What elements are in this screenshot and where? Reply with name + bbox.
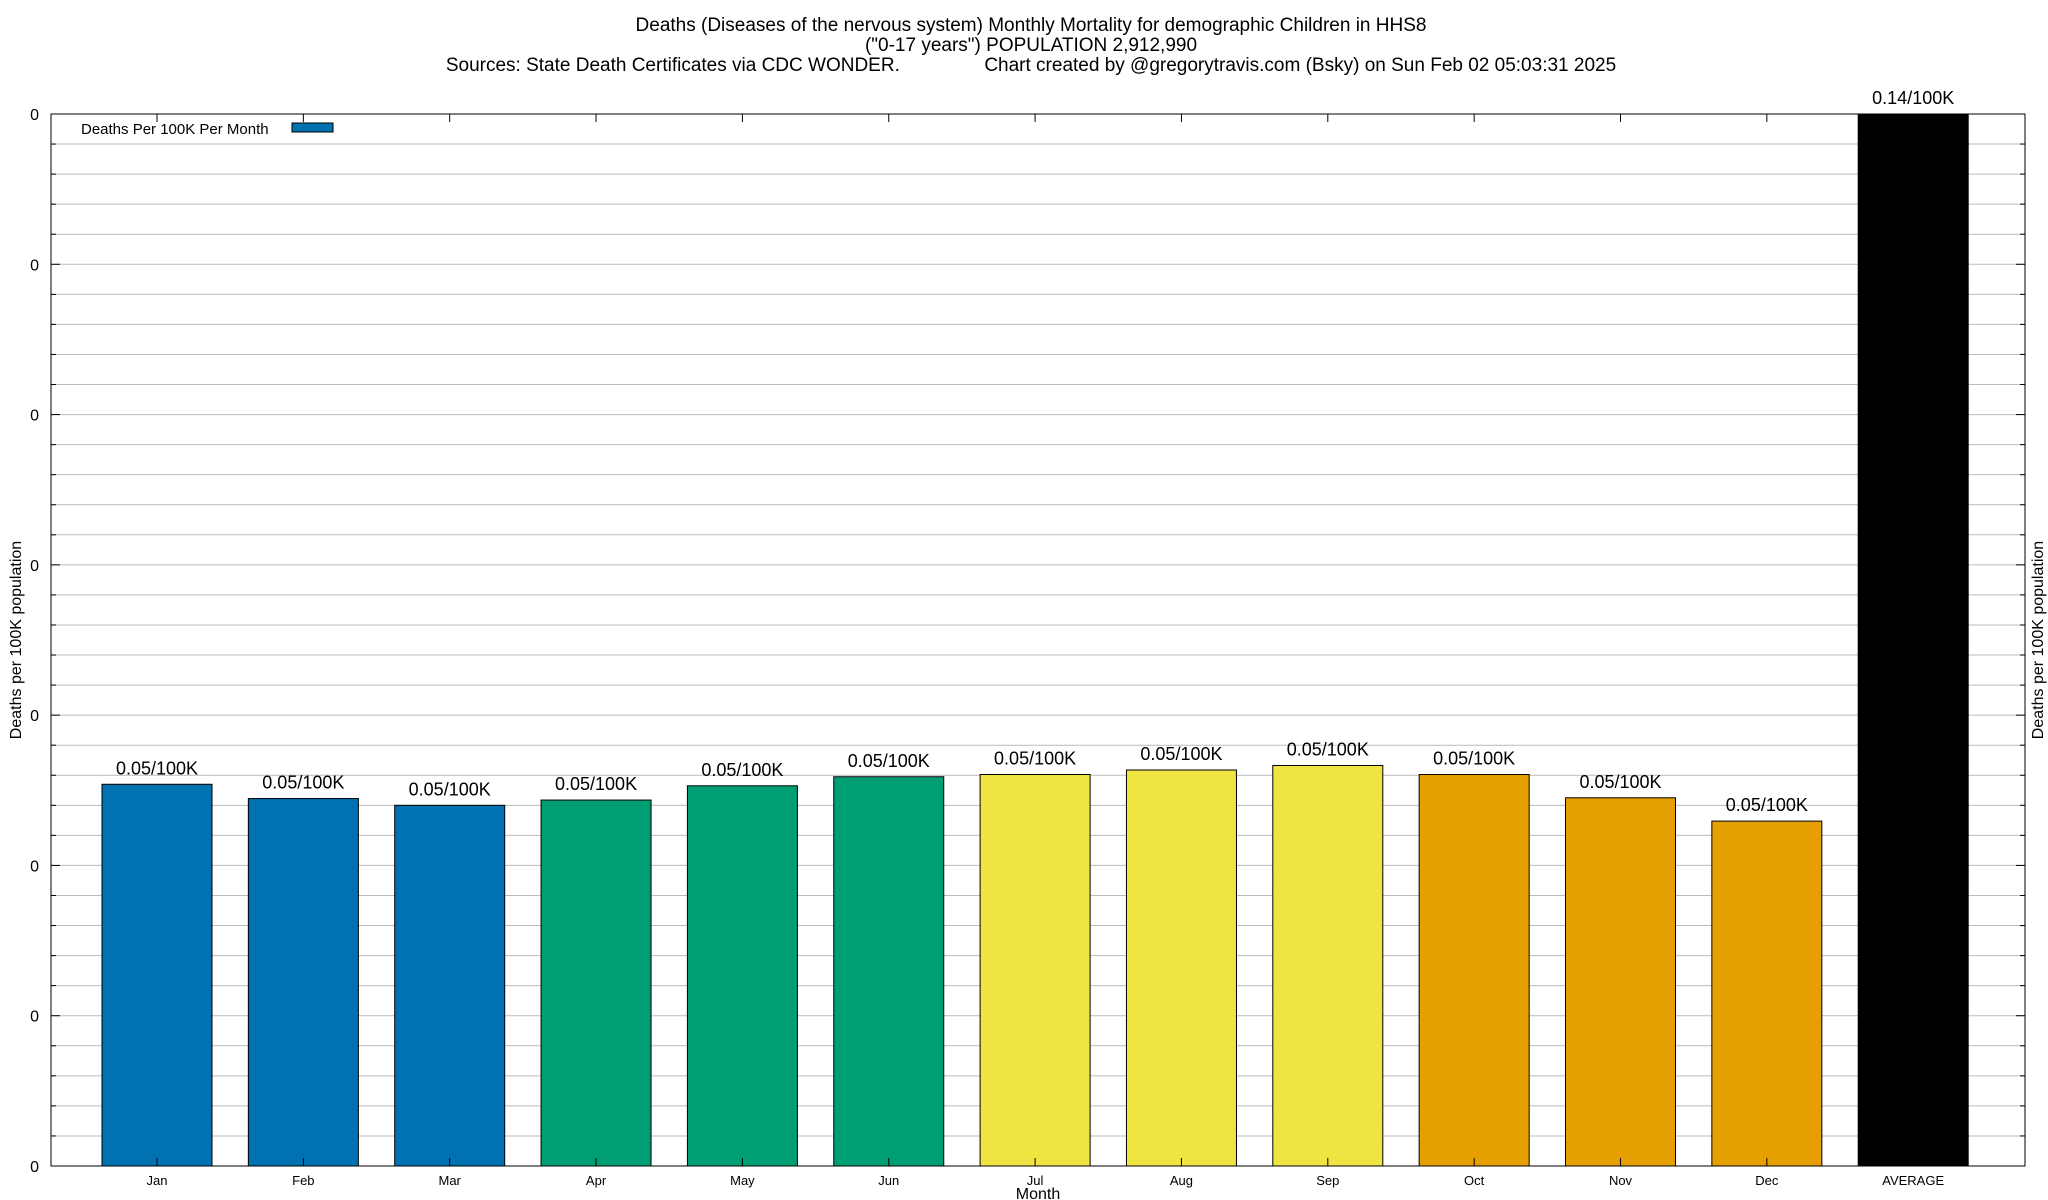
y-tick-label: 0 bbox=[30, 1009, 39, 1026]
x-tick-label-mar: Mar bbox=[439, 1173, 462, 1188]
data-labels: 0.05/100K 0.05/100K 0.05/100K 0.05/100K 0.05… bbox=[116, 88, 1954, 815]
title-line-3: Sources: State Death Certificates via CD… bbox=[446, 55, 1616, 76]
bar-nov bbox=[1565, 797, 1676, 1167]
bar-may bbox=[686, 785, 798, 1167]
y-tick-label: 0 bbox=[30, 408, 39, 425]
y-axis-label: Deaths per 100K population bbox=[8, 541, 25, 739]
x-tick-label-dec: Dec bbox=[1755, 1173, 1779, 1188]
x-tick-label-feb: Feb bbox=[292, 1173, 314, 1188]
bar-jun bbox=[833, 776, 945, 1167]
bar-feb bbox=[247, 798, 359, 1167]
x-tick-label-oct: Oct bbox=[1464, 1173, 1485, 1188]
data-label-nov: 0.05/100K bbox=[1579, 772, 1661, 792]
legend: Deaths Per 100K Per Month bbox=[81, 121, 334, 138]
title-line-2: ("0-17 years") POPULATION 2,912,990 bbox=[865, 35, 1197, 56]
x-tick-label-nov: Nov bbox=[1609, 1173, 1633, 1188]
y-tick-label: 0 bbox=[30, 858, 39, 875]
data-label-jul: 0.05/100K bbox=[994, 749, 1076, 769]
y-tick-label: 0 bbox=[30, 558, 39, 575]
x-tick-label-jul: Jul bbox=[1027, 1173, 1044, 1188]
bar-jan bbox=[101, 783, 213, 1167]
y-tick-label: 0 bbox=[30, 107, 39, 124]
bar-average bbox=[1857, 113, 1969, 1167]
legend-label: Deaths Per 100K Per Month bbox=[81, 121, 269, 138]
data-label-sep: 0.05/100K bbox=[1287, 739, 1369, 759]
y-tick-label: 0 bbox=[30, 257, 39, 274]
data-label-may: 0.05/100K bbox=[701, 760, 783, 780]
data-label-feb: 0.05/100K bbox=[262, 773, 344, 793]
data-label-mar: 0.05/100K bbox=[409, 779, 491, 799]
bar-aug bbox=[1125, 769, 1237, 1167]
x-tick-label-apr: Apr bbox=[586, 1173, 607, 1188]
data-label-jun: 0.05/100K bbox=[848, 751, 930, 771]
data-label-jan: 0.05/100K bbox=[116, 758, 198, 778]
x-axis-ticks: Jan Feb Mar Apr May Jun Jul Aug Sep Oct Nov Dec AVER… bbox=[147, 114, 1944, 1188]
data-label-apr: 0.05/100K bbox=[555, 774, 637, 794]
bar-dec bbox=[1711, 820, 1823, 1167]
bar-sep bbox=[1272, 764, 1384, 1167]
y-tick-label: 0 bbox=[30, 708, 39, 725]
title-line-1: Deaths (Diseases of the nervous system) … bbox=[636, 15, 1427, 36]
bar-apr bbox=[540, 799, 652, 1167]
bar-oct bbox=[1418, 774, 1530, 1167]
x-tick-label-jan: Jan bbox=[147, 1173, 168, 1188]
y-tick-label: 0 bbox=[30, 1159, 39, 1176]
bars bbox=[101, 113, 1969, 1167]
x-tick-label-aug: Aug bbox=[1170, 1173, 1193, 1188]
x-tick-label-jun: Jun bbox=[878, 1173, 899, 1188]
data-label-dec: 0.05/100K bbox=[1726, 795, 1808, 815]
y-axis-label-right: Deaths per 100K population bbox=[2030, 541, 2047, 739]
data-label-average: 0.14/100K bbox=[1872, 88, 1954, 108]
legend-swatch bbox=[291, 122, 334, 133]
data-label-oct: 0.05/100K bbox=[1433, 749, 1515, 769]
bar-mar bbox=[394, 804, 506, 1167]
x-axis-label: Month bbox=[1016, 1186, 1060, 1200]
x-tick-label-may: May bbox=[730, 1173, 755, 1188]
x-tick-label-sep: Sep bbox=[1316, 1173, 1339, 1188]
bar-jul bbox=[979, 774, 1091, 1167]
chart-title: Deaths (Diseases of the nervous system) … bbox=[446, 15, 1616, 76]
x-tick-label-average: AVERAGE bbox=[1882, 1173, 1944, 1188]
data-label-aug: 0.05/100K bbox=[1140, 744, 1222, 764]
plot-frame bbox=[50, 113, 2026, 1167]
